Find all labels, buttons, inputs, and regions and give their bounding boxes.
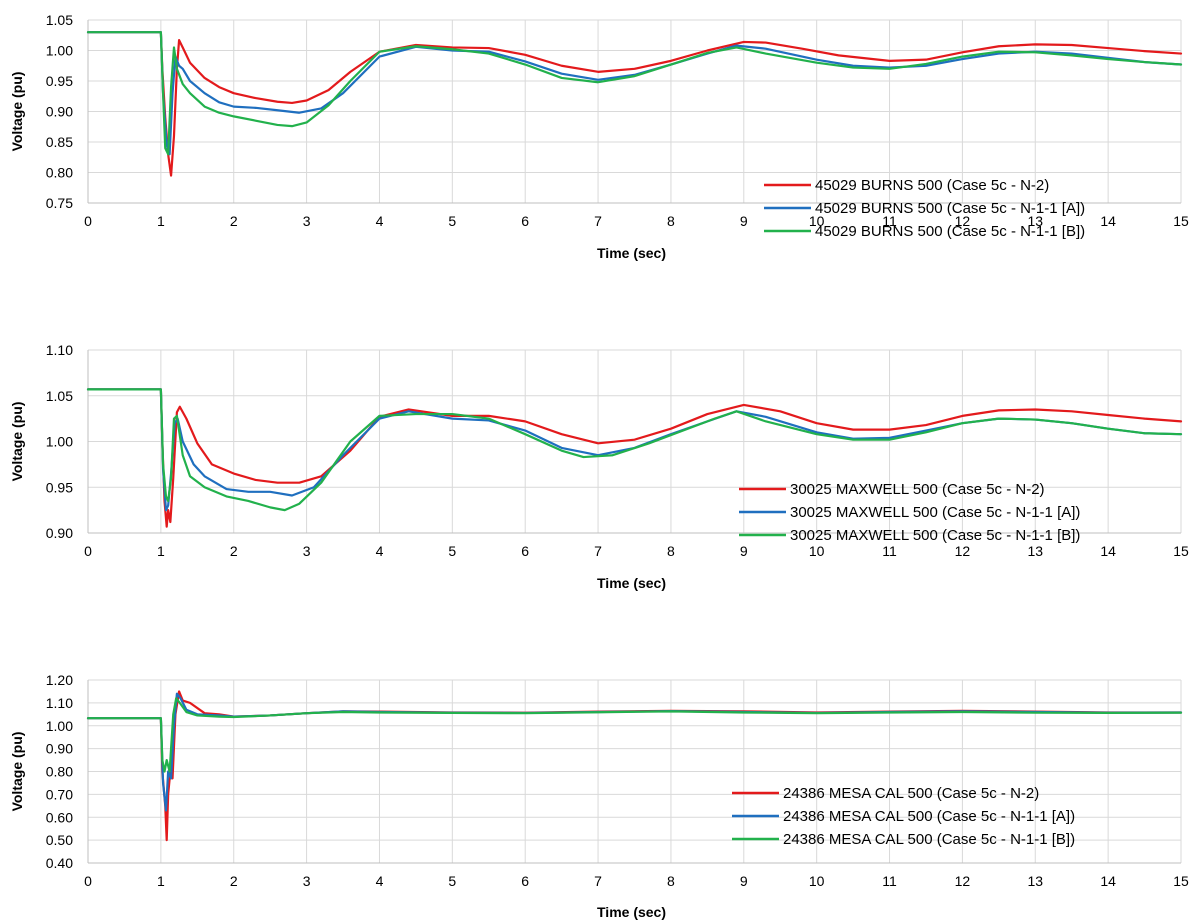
- y-tick-label: 1.05: [46, 12, 73, 28]
- x-tick-label: 11: [882, 543, 897, 559]
- y-tick-label: 0.50: [46, 832, 73, 848]
- x-tick-label: 3: [303, 873, 311, 889]
- x-axis-title: Time (sec): [597, 245, 666, 261]
- legend-label-3: 30025 MAXWELL 500 (Case 5c - N-1-1 [B]): [790, 527, 1080, 544]
- x-tick-label: 4: [376, 213, 384, 229]
- x-tick-label: 13: [1027, 873, 1043, 889]
- x-tick-label: 1: [157, 543, 165, 559]
- x-tick-label: 1: [157, 213, 165, 229]
- x-tick-label: 11: [882, 873, 897, 889]
- y-tick-label: 0.95: [46, 73, 73, 89]
- legend-label-1: 24386 MESA CAL 500 (Case 5c - N-2): [783, 785, 1039, 802]
- series-line-2: [86, 31, 1183, 156]
- y-tick-label: 0.90: [46, 104, 73, 120]
- legend-label-1: 45029 BURNS 500 (Case 5c - N-2): [815, 177, 1049, 194]
- y-tick-label: 0.95: [46, 479, 73, 495]
- x-tick-label: 7: [594, 543, 602, 559]
- y-tick-label: 1.00: [46, 43, 73, 59]
- x-axis-title: Time (sec): [597, 904, 666, 920]
- x-tick-label: 14: [1100, 543, 1116, 559]
- x-tick-label: 10: [809, 873, 825, 889]
- x-tick-label: 1: [157, 873, 165, 889]
- x-axis-title: Time (sec): [597, 575, 666, 591]
- legend: 30025 MAXWELL 500 (Case 5c - N-2) 30025 M…: [739, 481, 1080, 544]
- x-tick-label: 14: [1100, 213, 1116, 229]
- x-tick-label: 7: [594, 213, 602, 229]
- y-axis-title: Voltage (pu): [9, 72, 25, 152]
- x-tick-label: 3: [303, 543, 311, 559]
- x-tick-label: 9: [740, 873, 748, 889]
- x-tick-label: 4: [376, 873, 384, 889]
- x-tick-label: 5: [448, 543, 456, 559]
- legend-label-1: 30025 MAXWELL 500 (Case 5c - N-2): [790, 481, 1045, 498]
- x-tick-label: 0: [84, 543, 92, 559]
- y-tick-label: 1.10: [46, 695, 73, 711]
- chart-panel-1: 0 1 2 3 4 5 6 7 8 9 10 11 12 13 14 151.051.000.950.900.…: [9, 12, 1189, 261]
- legend-label-3: 45029 BURNS 500 (Case 5c - N-1-1 [B]): [815, 223, 1085, 240]
- legend-label-2: 45029 BURNS 500 (Case 5c - N-1-1 [A]): [815, 200, 1085, 217]
- y-tick-label: 1.10: [46, 342, 73, 358]
- chart-panel-3: 0 1 2 3 4 5 6 7 8 9 10 11 12 13 14 151.201.101.000.900.…: [9, 672, 1189, 920]
- y-tick-label: 0.70: [46, 786, 73, 802]
- series-line-3: [86, 697, 1183, 773]
- x-tick-label: 9: [740, 213, 748, 229]
- x-tick-label: 14: [1100, 873, 1116, 889]
- x-tick-label: 6: [521, 213, 529, 229]
- x-tick-label: 2: [230, 213, 238, 229]
- x-tick-label: 2: [230, 873, 238, 889]
- y-axis-title: Voltage (pu): [9, 732, 25, 812]
- y-tick-label: 0.80: [46, 165, 73, 181]
- x-tick-label: 8: [667, 873, 675, 889]
- x-tick-label: 0: [84, 213, 92, 229]
- x-tick-label: 4: [376, 543, 384, 559]
- y-tick-label: 1.05: [46, 388, 73, 404]
- x-tick-label: 8: [667, 543, 675, 559]
- legend: 45029 BURNS 500 (Case 5c - N-2) 45029 BUR…: [764, 177, 1085, 240]
- legend-label-2: 30025 MAXWELL 500 (Case 5c - N-1-1 [A]): [790, 504, 1080, 521]
- legend-label-2: 24386 MESA CAL 500 (Case 5c - N-1-1 [A]): [783, 808, 1075, 825]
- y-tick-label: 1.20: [46, 672, 73, 688]
- x-tick-label: 5: [448, 873, 456, 889]
- series-line-3: [86, 388, 1183, 512]
- x-tick-label: 8: [667, 213, 675, 229]
- x-tick-label: 10: [809, 213, 825, 229]
- y-tick-label: 0.90: [46, 741, 73, 757]
- x-tick-label: 10: [809, 543, 825, 559]
- y-tick-label: 0.90: [46, 525, 73, 541]
- series-line-1: [86, 388, 1183, 528]
- x-tick-label: 6: [521, 873, 529, 889]
- y-tick-label: 0.80: [46, 764, 73, 780]
- y-tick-label: 0.60: [46, 809, 73, 825]
- x-tick-label: 7: [594, 873, 602, 889]
- x-tick-label: 12: [955, 213, 971, 229]
- x-tick-label: 5: [448, 213, 456, 229]
- y-axis-title: Voltage (pu): [9, 402, 25, 482]
- x-tick-label: 0: [84, 873, 92, 889]
- y-tick-label: 1.00: [46, 434, 73, 450]
- y-tick-label: 0.75: [46, 195, 73, 211]
- chart-panel-2: 0 1 2 3 4 5 6 7 8 9 10 11 12 13 14 151.101.051.000.950.…: [9, 342, 1189, 591]
- y-tick-label: 0.85: [46, 134, 73, 150]
- x-tick-label: 3: [303, 213, 311, 229]
- legend: 24386 MESA CAL 500 (Case 5c - N-2) 24386 …: [732, 785, 1075, 848]
- x-tick-label: 15: [1173, 543, 1189, 559]
- legend-label-3: 24386 MESA CAL 500 (Case 5c - N-1-1 [B]): [783, 831, 1075, 848]
- x-tick-label: 12: [955, 543, 971, 559]
- y-tick-label: 0.40: [46, 855, 73, 871]
- x-tick-label: 9: [740, 543, 748, 559]
- x-tick-label: 11: [882, 213, 897, 229]
- x-tick-label: 12: [955, 873, 971, 889]
- x-tick-label: 15: [1173, 213, 1189, 229]
- x-tick-label: 15: [1173, 873, 1189, 889]
- x-tick-label: 6: [521, 543, 529, 559]
- y-tick-label: 1.00: [46, 718, 73, 734]
- x-tick-label: 13: [1027, 543, 1043, 559]
- x-tick-label: 13: [1027, 213, 1043, 229]
- x-tick-label: 2: [230, 543, 238, 559]
- series-line-3: [86, 31, 1183, 156]
